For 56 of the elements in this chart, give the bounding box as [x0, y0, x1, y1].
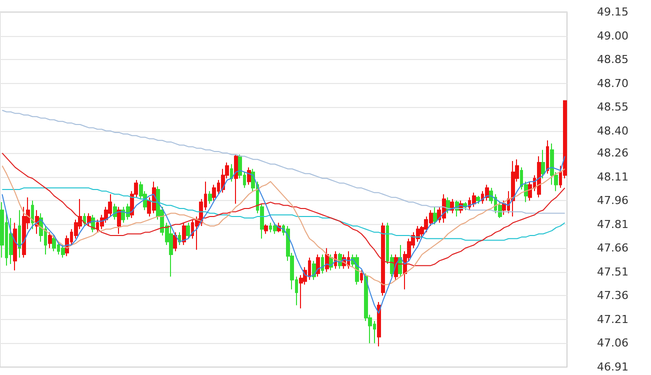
y-tick-label: 48.55 — [597, 100, 628, 114]
line-series — [2, 187, 566, 241]
candlestick — [9, 218, 13, 264]
y-tick-label: 49.00 — [597, 29, 628, 42]
candlestick — [485, 184, 489, 202]
y-tick-label: 47.21 — [597, 312, 628, 326]
candlestick — [537, 156, 541, 198]
candlestick — [541, 149, 545, 179]
candlestick — [273, 222, 277, 234]
line-series — [2, 110, 566, 214]
candlestick — [476, 195, 480, 204]
y-tick-label: 49.15 — [597, 6, 628, 18]
candlestick — [316, 254, 320, 278]
candlestick — [52, 234, 56, 252]
candlestick — [230, 164, 233, 182]
candlestick — [234, 154, 238, 204]
candlestick — [83, 212, 86, 226]
y-tick-label: 47.66 — [597, 242, 628, 255]
y-tick-label: 48.70 — [597, 76, 628, 90]
candlestick — [87, 212, 91, 226]
candlestick — [511, 160, 515, 217]
y-tick-label: 47.51 — [597, 265, 628, 278]
y-tick-label: 47.96 — [597, 194, 628, 208]
y-tick-label: 46.91 — [597, 360, 628, 374]
candlestick — [18, 210, 21, 258]
y-tick-label: 47.06 — [597, 336, 628, 350]
candlestick — [208, 190, 212, 204]
y-tick-label: 47.36 — [597, 289, 628, 302]
candlestick — [13, 222, 17, 271]
candlestick — [247, 166, 251, 186]
candlestick — [169, 225, 173, 278]
candlestick — [31, 200, 34, 230]
y-tick-label: 47.81 — [597, 218, 628, 231]
y-tick-label: 48.85 — [597, 53, 628, 66]
candlestick — [186, 222, 190, 240]
y-tick-label: 48.40 — [597, 124, 628, 138]
candlestick — [360, 270, 363, 284]
candlestick — [212, 184, 216, 202]
candlestick — [173, 232, 177, 252]
candlestick — [546, 140, 549, 174]
candlestick — [377, 302, 381, 347]
candlestick — [182, 222, 186, 246]
y-tick-label: 48.26 — [597, 146, 628, 160]
candlestick — [61, 244, 65, 258]
candlestick — [264, 224, 268, 234]
candlestick — [433, 206, 437, 225]
y-tick-label: 48.11 — [597, 170, 628, 184]
candlestick — [48, 232, 52, 249]
candlestick — [321, 254, 324, 274]
candlestick — [117, 206, 121, 234]
line-series — [2, 165, 566, 286]
line-series — [2, 152, 566, 266]
candlestick — [472, 192, 476, 208]
candlestick — [113, 203, 117, 220]
candlestick — [381, 222, 385, 296]
line-series — [2, 156, 566, 314]
